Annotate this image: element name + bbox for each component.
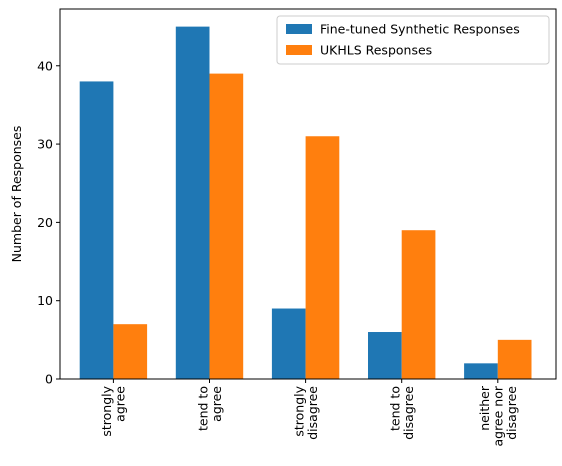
bar-ukhls-2 [305,136,340,379]
legend: Fine-tuned Synthetic Responses UKHLS Resp… [276,15,550,65]
bar-synthetic-0 [79,81,114,379]
bars-group [79,26,532,379]
legend-label-1: UKHLS Responses [320,43,432,58]
x-tick-label-line: disagree [401,386,416,440]
y-tick-label: 30 [37,137,53,152]
x-tick-label-line: tend to [387,386,402,431]
legend-swatch-0 [286,24,312,34]
bar-synthetic-3 [368,332,402,379]
x-tick-label-line: agree nor [490,385,505,446]
legend-label-0: Fine-tuned Synthetic Responses [320,22,520,37]
bar-ukhls-3 [401,230,436,379]
y-axis-label: Number of Responses [9,126,24,263]
legend-box [276,15,550,65]
bar-synthetic-1 [175,26,210,379]
bar-ukhls-0 [113,324,148,379]
legend-swatch-1 [286,45,312,55]
y-axis: 0 10 20 30 40 [37,58,60,387]
x-tick-label-line: neither [477,385,492,431]
x-tick-label-line: agree [209,386,224,422]
y-tick-label: 40 [37,58,53,73]
plot-frame [59,8,557,380]
x-tick-label-line: strongly [291,385,306,436]
bar-synthetic-4 [464,363,498,379]
x-tick-label-line: strongly [99,385,114,436]
bar-synthetic-2 [271,308,306,379]
y-tick-label: 0 [45,372,53,387]
x-tick-label-line: disagree [305,386,320,440]
x-tick-label-line: tend to [195,386,210,431]
x-tick-label-line: agree [113,386,128,422]
y-tick-label: 10 [37,293,53,308]
y-tick-label: 20 [37,215,53,230]
bar-ukhls-1 [209,73,244,379]
bar-ukhls-4 [497,339,532,379]
x-tick-label-line: disagree [504,386,519,440]
